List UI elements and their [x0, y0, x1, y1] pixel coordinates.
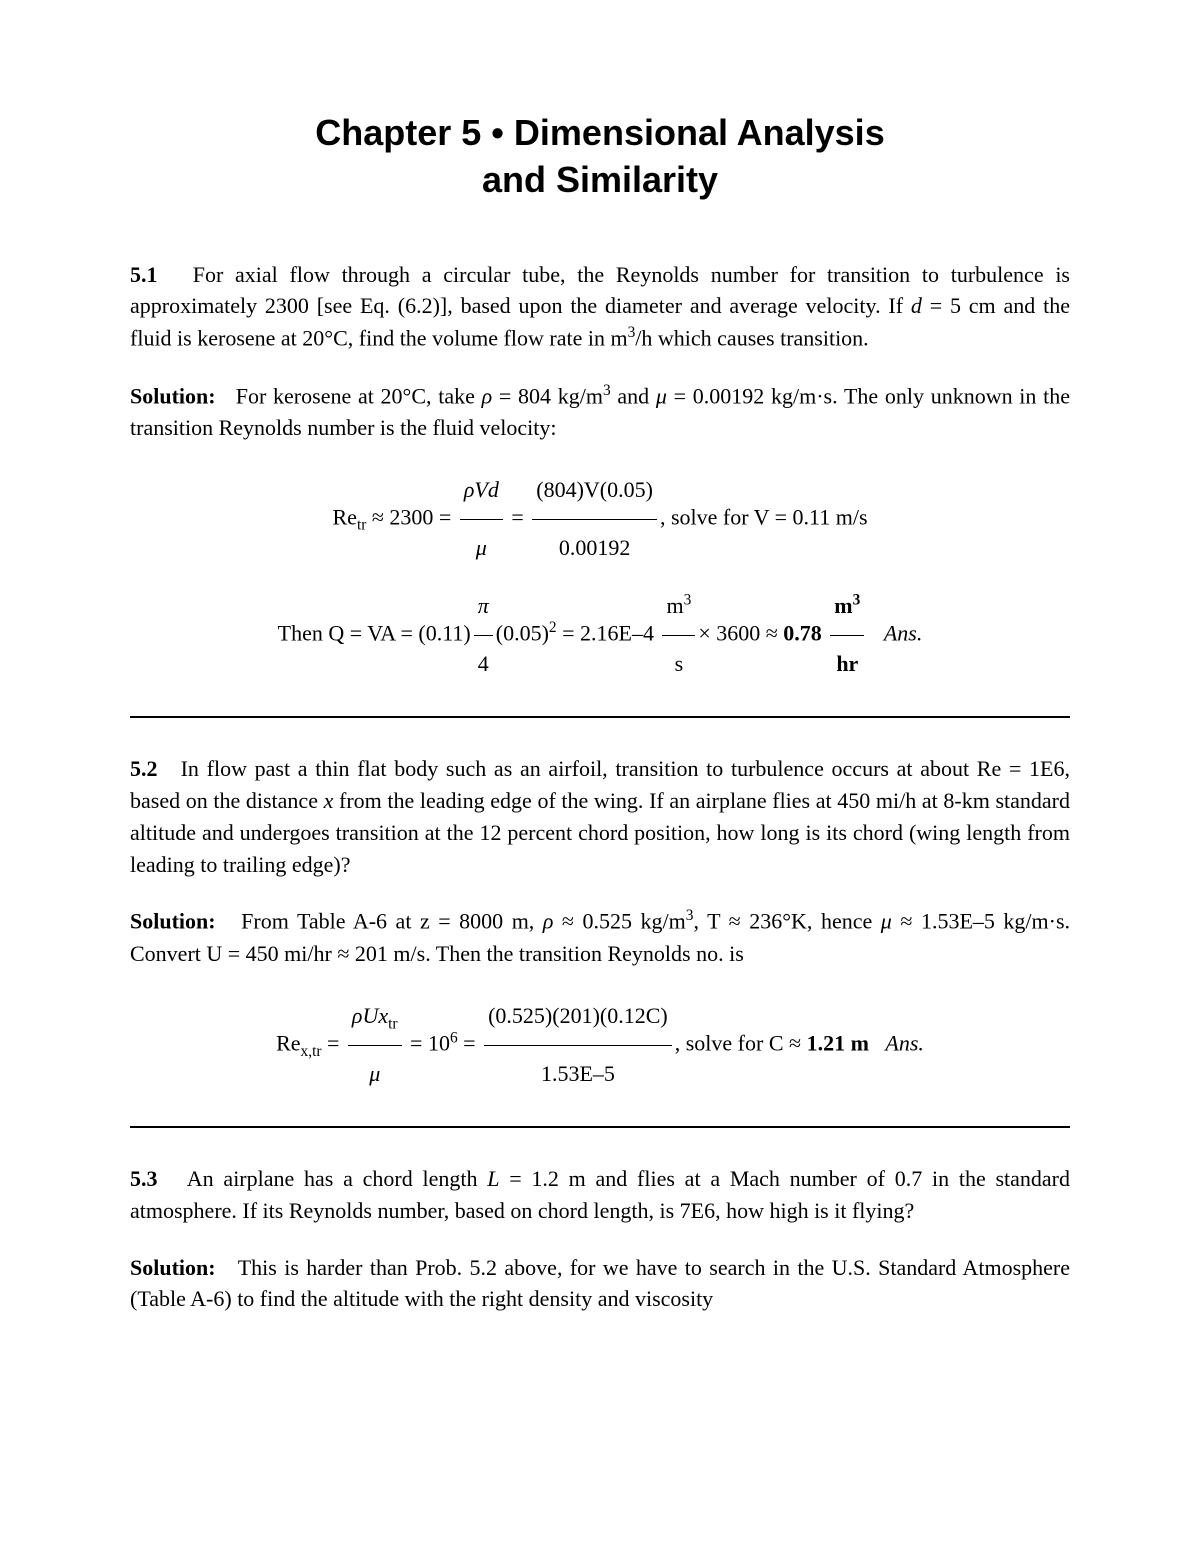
frac-num: m3: [662, 580, 695, 636]
equation-5-1-a: Retr ≈ 2300 = ρVdμ = (804)V(0.05)0.00192…: [130, 464, 1070, 691]
chapter-title: Chapter 5 • Dimensional Analysis and Sim…: [130, 110, 1070, 204]
problem-5-3: 5.3 An airplane has a chord length L = 1…: [130, 1163, 1070, 1227]
frac-den: s: [662, 636, 695, 691]
frac-den: hr: [830, 636, 864, 691]
eq-tail: , solve for C ≈: [675, 1030, 807, 1055]
eq-part: ≈ 2300 =: [366, 504, 456, 529]
var-mu: μ: [881, 909, 892, 934]
fraction: ρUxtrμ: [348, 990, 402, 1101]
eq-part: =: [322, 1030, 345, 1055]
answer-val: 0.78: [783, 621, 827, 646]
problem-text: An airplane has a chord length: [187, 1166, 487, 1191]
solution-5-2: Solution: From Table A-6 at z = 8000 m, …: [130, 905, 1070, 969]
title-line-2: and Similarity: [482, 159, 718, 200]
eq-part: =: [506, 504, 529, 529]
solution-text: This is harder than Prob. 5.2 above, for…: [130, 1255, 1070, 1312]
frac-den: μ: [348, 1046, 402, 1101]
frac-den: 4: [474, 636, 493, 691]
solution-label: Solution:: [130, 909, 216, 934]
frac-num: ρUxtr: [348, 990, 402, 1046]
frac-num: π: [474, 580, 493, 636]
eq-part: (0.05): [496, 621, 549, 646]
solution-5-3: Solution: This is harder than Prob. 5.2 …: [130, 1252, 1070, 1316]
problem-number: 5.2: [130, 756, 158, 781]
var-L: L: [487, 1166, 499, 1191]
solution-label: Solution:: [130, 1255, 216, 1280]
eq-tail: , solve for V = 0.11 m/s: [660, 504, 868, 529]
eq-lead: Then Q = VA = (0.11): [278, 621, 471, 646]
solution-5-1: Solution: For kerosene at 20°C, take ρ =…: [130, 380, 1070, 444]
eq-part: × 3600 ≈: [698, 621, 783, 646]
var-rho: ρ: [543, 909, 554, 934]
var-rho: ρ: [482, 383, 493, 408]
frac-num: m3: [830, 580, 864, 636]
eq-sub: x,tr: [301, 1043, 322, 1060]
eq-sub: tr: [357, 516, 366, 533]
problem-5-1: 5.1 For axial flow through a circular tu…: [130, 259, 1070, 355]
frac-num: (0.525)(201)(0.12C): [484, 990, 672, 1046]
var-d: d: [911, 293, 922, 318]
frac-num: ρVd: [460, 464, 503, 520]
var-x: x: [324, 788, 334, 813]
problem-5-2: 5.2 In flow past a thin flat body such a…: [130, 753, 1070, 881]
problem-number: 5.3: [130, 1166, 158, 1191]
solution-text: , T ≈ 236°K, hence: [693, 909, 880, 934]
frac-num: (804)V(0.05): [532, 464, 657, 520]
sup: 6: [450, 1029, 458, 1046]
solution-label: Solution:: [130, 383, 216, 408]
fraction: π4: [474, 580, 493, 691]
sup: 2: [549, 619, 557, 636]
equation-5-2: Rex,tr = ρUxtrμ = 106 = (0.525)(201)(0.1…: [130, 990, 1070, 1101]
var-mu: μ: [656, 383, 667, 408]
solution-text: ≈ 0.525 kg/m: [553, 909, 685, 934]
section-divider: [130, 1126, 1070, 1128]
solution-text: and: [611, 383, 656, 408]
fraction: m3hr: [830, 580, 864, 691]
fraction: (0.525)(201)(0.12C)1.53E–5: [484, 990, 672, 1101]
fraction: ρVdμ: [460, 464, 503, 575]
frac-den: μ: [460, 520, 503, 575]
problem-text: /h which causes transition.: [635, 326, 868, 351]
fraction: m3s: [662, 580, 695, 691]
answer-val: 1.21 m: [807, 1030, 869, 1055]
title-line-1: Chapter 5 • Dimensional Analysis: [315, 112, 884, 153]
eq-lhs: Re: [276, 1030, 300, 1055]
ans-label: Ans.: [884, 621, 923, 646]
ans-label: Ans.: [885, 1030, 924, 1055]
solution-text: = 804 kg/m: [492, 383, 603, 408]
eq-part: = 2.16E–4: [557, 621, 660, 646]
solution-text: For kerosene at 20°C, take: [236, 383, 482, 408]
problem-number: 5.1: [130, 262, 158, 287]
frac-den: 0.00192: [532, 520, 657, 575]
sup-3: 3: [603, 382, 611, 399]
section-divider: [130, 716, 1070, 718]
eq-lhs: Re: [332, 504, 356, 529]
eq-part: = 10: [405, 1030, 450, 1055]
frac-den: 1.53E–5: [484, 1046, 672, 1101]
fraction: (804)V(0.05)0.00192: [532, 464, 657, 575]
eq-part: =: [458, 1030, 481, 1055]
solution-text: From Table A-6 at z = 8000 m,: [241, 909, 543, 934]
